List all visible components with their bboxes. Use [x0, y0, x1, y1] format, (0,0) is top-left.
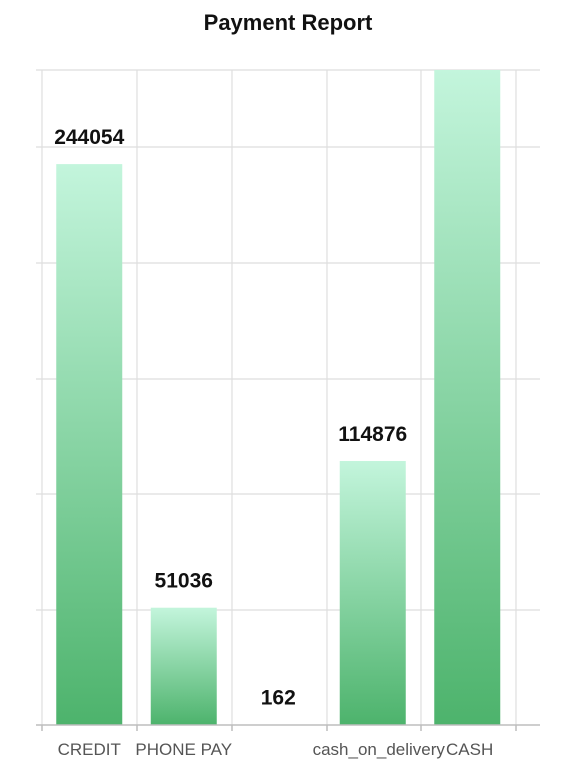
x-tick-label: PHONE PAY [135, 740, 232, 759]
bar-cash-on-delivery[interactable] [339, 460, 406, 725]
tick-labels: CREDIT PHONE PAY cash_on_delivery CASH [58, 740, 494, 759]
x-tick-label: cash_on_delivery [313, 740, 446, 759]
bars [56, 70, 501, 726]
chart-title: Payment Report [203, 10, 373, 35]
x-tick-label: CREDIT [58, 740, 121, 759]
x-tick-label: CASH [446, 740, 493, 759]
data-labels: 244054 51036 162 114876 [54, 126, 407, 710]
data-label: 51036 [155, 570, 213, 593]
bar-cash[interactable] [434, 70, 501, 725]
x-axis [36, 724, 540, 731]
data-label: 244054 [54, 126, 124, 149]
bar-phone-pay[interactable] [150, 607, 217, 725]
data-label: 114876 [338, 423, 407, 446]
data-label: 162 [261, 687, 296, 710]
bar-credit[interactable] [56, 164, 123, 726]
